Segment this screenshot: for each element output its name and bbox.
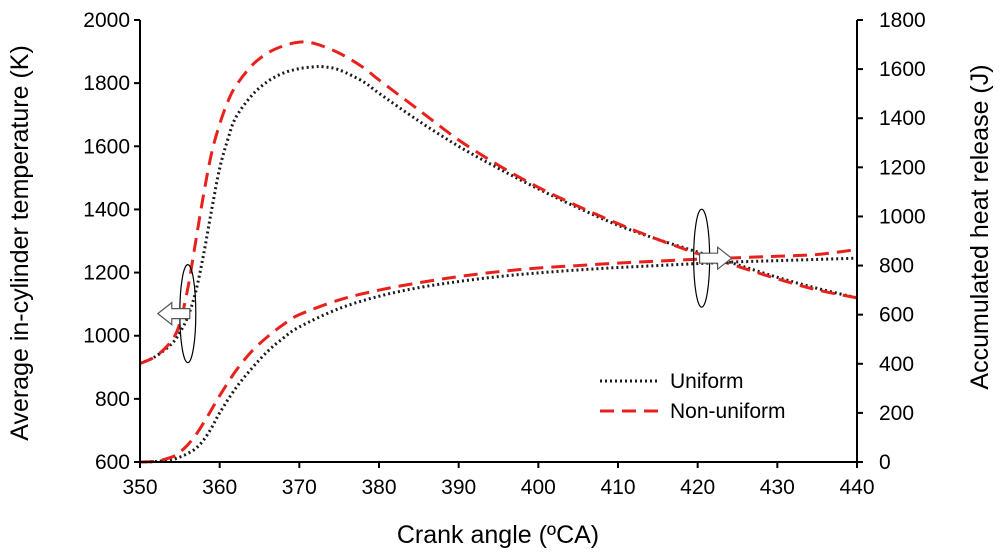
y2-tick-label: 600 [879,304,914,327]
y-tick-label: 1400 [83,198,130,221]
legend-label-uniform: Uniform [670,370,744,393]
x-axis-title: Crank angle (ºCA) [397,521,599,549]
axis-indicator-left [156,264,197,364]
y-tick-label: 1000 [83,325,130,348]
y-tick-label: 800 [95,388,130,411]
y2-tick-label: 200 [879,402,914,425]
y-tick-label: 1200 [83,262,130,285]
legend-label-non-uniform: Non-uniform [670,400,786,423]
y-tick-label: 2000 [83,9,130,32]
x-tick-label: 360 [202,476,237,499]
y2-tick-label: 1800 [879,9,926,32]
y-tick-label: 1800 [83,72,130,95]
y2-tick-label: 0 [879,451,891,474]
x-tick-label: 440 [839,476,874,499]
x-tick-label: 370 [282,476,317,499]
y2-tick-label: 400 [879,353,914,376]
x-tick-label: 400 [521,476,556,499]
y-axis-ticks: 600 800 1000 1200 1400 1600 1800 2000 [83,9,140,474]
x-tick-label: 350 [122,476,157,499]
legend: Uniform Non-uniform [600,370,786,423]
axis-indicator-right [693,208,733,308]
y2-tick-label: 800 [879,255,914,278]
x-tick-label: 390 [441,476,476,499]
series-line-uniform-temperature [139,64,858,365]
x-axis-ticks: 350 360 370 380 390 400 410 420 430 440 [122,462,875,499]
y2-axis-title: Accumulated heat release (J) [966,64,994,389]
series-line-non-uniform-temperature [139,40,858,365]
y2-axis-ticks: 0 200 400 600 800 1000 1200 1400 1600 1800 [857,9,926,474]
y-tick-label: 1600 [83,135,130,158]
annotation-layer [156,208,733,364]
series-layer [139,40,858,464]
y-axis-title: Average in-cylinder temperature (K) [6,45,34,441]
arrow-left-icon [156,301,191,326]
x-tick-label: 430 [760,476,795,499]
x-tick-label: 410 [600,476,635,499]
series-line-non-uniform-heat-release [139,248,858,464]
y2-tick-label: 1600 [879,58,926,81]
y2-tick-label: 1400 [879,107,926,130]
arrow-right-icon [698,245,733,271]
x-tick-label: 380 [361,476,396,499]
y-tick-label: 600 [95,451,130,474]
series-line-uniform-heat-release [139,256,858,464]
y2-tick-label: 1000 [879,205,926,228]
y2-tick-label: 1200 [879,156,926,179]
x-tick-label: 420 [680,476,715,499]
